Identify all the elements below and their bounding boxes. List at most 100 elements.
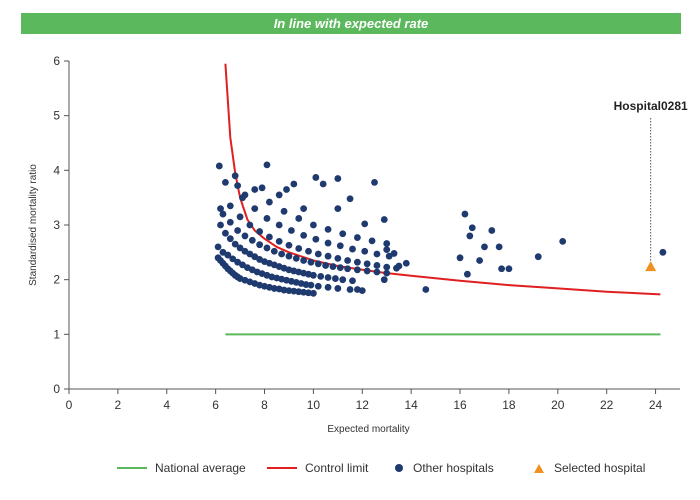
selected-hospital-swatch: [534, 463, 544, 473]
x-tick-label: 22: [600, 398, 614, 412]
other-hospital-point: [344, 257, 352, 264]
other-hospital-point: [336, 264, 344, 272]
y-axis-title: Standardised mortality ratio: [28, 164, 39, 286]
other-hospital-point: [307, 281, 315, 289]
other-hospital-point: [305, 247, 312, 255]
other-hospital-point: [224, 251, 232, 259]
other-hospital-point: [234, 182, 242, 190]
other-hospital-point: [476, 257, 483, 264]
other-hospital-point: [314, 260, 322, 268]
other-hospital-point: [310, 221, 317, 229]
other-hospital-point: [292, 254, 300, 262]
other-hospital-point: [263, 215, 271, 222]
other-hospital-point: [324, 252, 332, 260]
legend-label-other-hospitals: Other hospitals: [413, 461, 494, 475]
other-hospital-point: [344, 265, 352, 273]
x-tick-label: 16: [453, 398, 467, 412]
other-hospital-point: [275, 221, 283, 229]
x-tick-label: 0: [66, 398, 73, 412]
other-hospital-point: [383, 246, 391, 254]
other-hospital-point: [380, 216, 388, 223]
other-hospital-point: [334, 254, 342, 262]
other-hospital-point: [383, 240, 391, 247]
plot-marks: [214, 63, 667, 336]
other-hospital-point: [402, 259, 410, 267]
other-hospital-point: [468, 224, 476, 232]
status-banner: In line with expected rate: [21, 13, 681, 34]
other-hospital-point: [339, 230, 347, 238]
other-hospital-point: [383, 263, 391, 271]
other-hospital-point: [285, 241, 293, 249]
other-hospital-point: [234, 227, 242, 234]
other-hospital-point: [559, 238, 567, 245]
other-hospital-point: [395, 262, 403, 270]
other-hospital-point: [258, 184, 266, 192]
other-hospital-point: [275, 238, 283, 245]
other-hospital-point: [349, 245, 356, 253]
other-hospital-point: [251, 205, 259, 213]
x-tick-label: 2: [115, 398, 122, 412]
other-hospital-point: [324, 225, 332, 233]
other-hospital-point: [329, 263, 337, 270]
other-hospital-point: [495, 243, 503, 251]
other-hospital-point: [334, 175, 342, 182]
other-hospital-point: [231, 240, 239, 248]
other-hospital-point: [263, 161, 271, 169]
other-hospital-point: [270, 247, 278, 255]
other-hospital-point: [288, 227, 295, 234]
other-hospital-point: [334, 205, 342, 213]
other-hospital-point: [236, 213, 244, 221]
other-hospital-point: [322, 262, 330, 269]
other-hospital-point: [241, 191, 249, 199]
other-hospital-point: [222, 178, 229, 186]
other-hospital-point: [319, 180, 327, 188]
other-hospital-point: [226, 202, 234, 210]
x-axis-title: Expected mortality: [327, 424, 409, 435]
other-hospital-point: [278, 250, 286, 258]
other-hospital-point: [456, 254, 464, 262]
other-hospital-point: [324, 239, 332, 247]
legend-item-other-hospitals[interactable]: Other hospitals: [395, 456, 494, 480]
other-hospital-point: [266, 233, 273, 241]
other-hospital-point: [307, 258, 315, 266]
legend-item-selected-hospital[interactable]: Selected hospital: [534, 456, 645, 480]
other-hospital-point: [361, 220, 369, 228]
other-hospital-point: [241, 232, 249, 240]
other-hospital-point: [285, 252, 293, 260]
other-hospital-point: [488, 227, 496, 234]
other-hospital-point: [363, 267, 371, 275]
y-tick-label: 3: [53, 218, 60, 232]
other-hospital-point: [334, 285, 342, 292]
other-hospital-point: [373, 268, 381, 276]
x-tick-label: 4: [163, 398, 170, 412]
other-hospital-point: [310, 289, 317, 297]
legend-item-control-limit[interactable]: Control limit: [267, 456, 368, 480]
legend-item-national-average[interactable]: National average: [117, 456, 246, 480]
legend-label-control-limit: Control limit: [305, 461, 369, 475]
other-hospital-point: [371, 178, 378, 186]
other-hospital-point: [373, 250, 381, 258]
x-tick-label: 20: [551, 398, 565, 412]
other-hospital-point: [534, 253, 542, 261]
other-hospital-point: [312, 235, 320, 243]
other-hospital-point: [422, 286, 430, 293]
selected-hospital-callout: Hospital0281: [614, 99, 688, 113]
other-hospital-point: [246, 221, 254, 229]
other-hospitals-swatch: [395, 464, 403, 472]
other-hospital-point: [353, 266, 361, 274]
other-hospital-point: [231, 172, 239, 180]
x-tick-label: 24: [649, 398, 663, 412]
selected-hospital-marker: [645, 261, 657, 272]
other-hospital-point: [463, 270, 471, 278]
other-hospital-point: [331, 275, 339, 282]
other-hospital-point: [222, 229, 229, 237]
y-tick-label: 5: [53, 109, 60, 123]
x-tick-label: 10: [307, 398, 321, 412]
other-hospital-point: [217, 205, 224, 213]
x-tick-label: 12: [356, 398, 370, 412]
other-hospital-point: [363, 260, 371, 268]
other-hospital-point: [295, 215, 303, 222]
other-hospital-point: [390, 250, 398, 257]
